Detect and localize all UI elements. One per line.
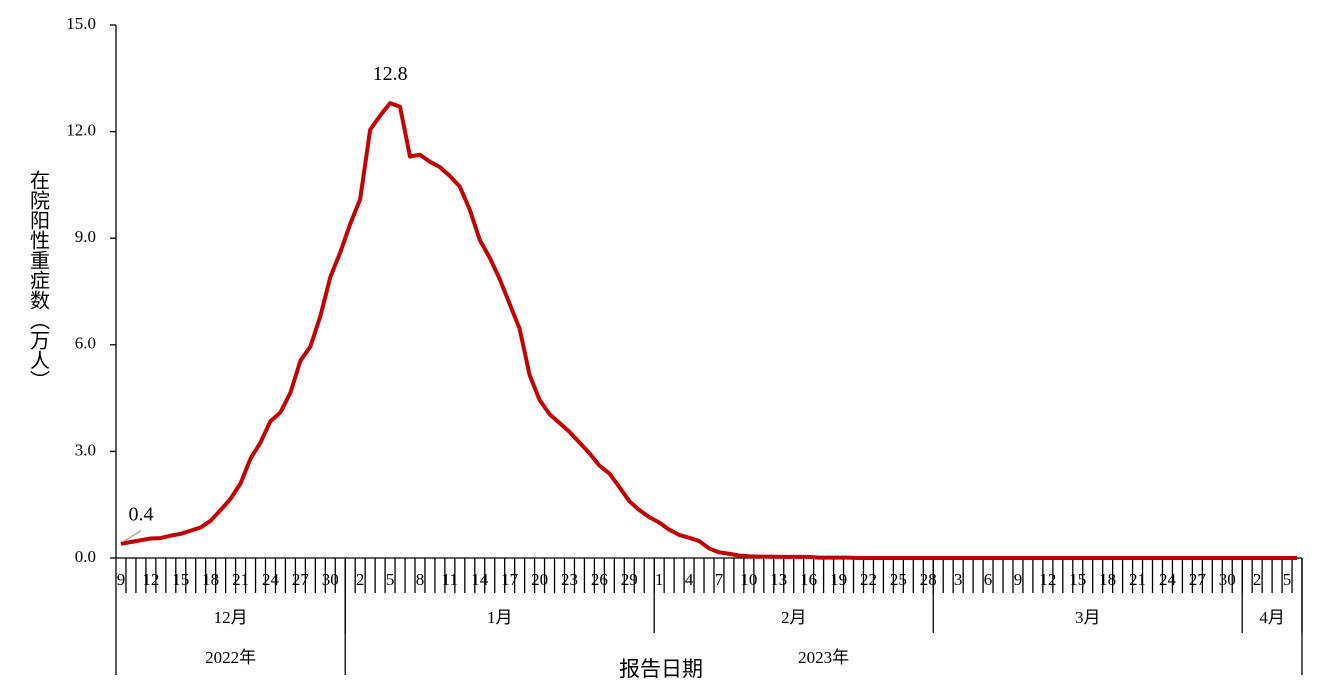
x-tick-label: 15: [172, 570, 189, 589]
month-label: 1月: [487, 608, 513, 627]
x-tick-label: 24: [262, 570, 280, 589]
x-axis-label: 报告日期: [619, 657, 703, 681]
x-tick-label: 24: [1159, 570, 1177, 589]
x-tick-label: 29: [621, 570, 638, 589]
x-tick-label: 1: [655, 570, 664, 589]
x-tick-label: 23: [561, 570, 578, 589]
x-tick-label: 12: [1039, 570, 1056, 589]
month-label: 3月: [1075, 608, 1101, 627]
x-tick-label: 18: [1099, 570, 1116, 589]
y-tick-label: 3.0: [75, 440, 96, 459]
x-tick-label: 9: [1014, 570, 1023, 589]
y-tick-label: 12.0: [66, 121, 96, 140]
y-axis-label: 在院阳性重症数（万人）: [27, 170, 51, 390]
x-tick-label: 27: [1189, 570, 1207, 589]
x-tick-label: 7: [715, 570, 724, 589]
x-tick-label: 27: [292, 570, 310, 589]
x-tick-label: 21: [1129, 570, 1146, 589]
x-tick-label: 6: [984, 570, 993, 589]
month-label: 12月: [214, 608, 248, 627]
x-tick-label: 18: [202, 570, 219, 589]
year-label: 2023年: [798, 648, 849, 667]
x-tick-label: 15: [1069, 570, 1086, 589]
label-leader: [122, 530, 142, 543]
x-tick-label: 4: [685, 570, 694, 589]
year-label: 2022年: [205, 648, 256, 667]
x-tick-label: 9: [117, 570, 126, 589]
data-label: 0.4: [128, 503, 153, 525]
x-tick-label: 8: [416, 570, 425, 589]
y-tick-label: 0.0: [75, 547, 96, 566]
x-tick-label: 3: [954, 570, 963, 589]
month-label: 4月: [1259, 608, 1285, 627]
x-tick-label: 5: [386, 570, 395, 589]
x-tick-label: 21: [232, 570, 249, 589]
x-tick-label: 13: [770, 570, 787, 589]
x-tick-label: 14: [471, 570, 489, 589]
month-label: 2月: [781, 608, 807, 627]
y-tick-label: 6.0: [75, 334, 96, 353]
x-tick-label: 11: [442, 570, 458, 589]
x-tick-label: 10: [740, 570, 757, 589]
x-tick-label: 28: [920, 570, 937, 589]
x-tick-label: 26: [591, 570, 608, 589]
x-tick-label: 17: [501, 570, 519, 589]
data-label: 12.8: [373, 63, 408, 85]
x-tick-label: 22: [860, 570, 877, 589]
x-tick-label: 2: [1253, 570, 1262, 589]
x-tick-label: 30: [322, 570, 339, 589]
y-tick-label: 9.0: [75, 227, 96, 246]
data-line: [120, 101, 1298, 560]
x-tick-label: 5: [1283, 570, 1292, 589]
x-tick-label: 16: [800, 570, 817, 589]
x-tick-label: 25: [890, 570, 907, 589]
x-tick-label: 20: [531, 570, 548, 589]
y-tick-label: 15.0: [66, 14, 96, 33]
x-tick-label: 2: [356, 570, 365, 589]
x-tick-label: 12: [142, 570, 159, 589]
x-tick-label: 19: [830, 570, 847, 589]
x-tick-label: 30: [1219, 570, 1236, 589]
